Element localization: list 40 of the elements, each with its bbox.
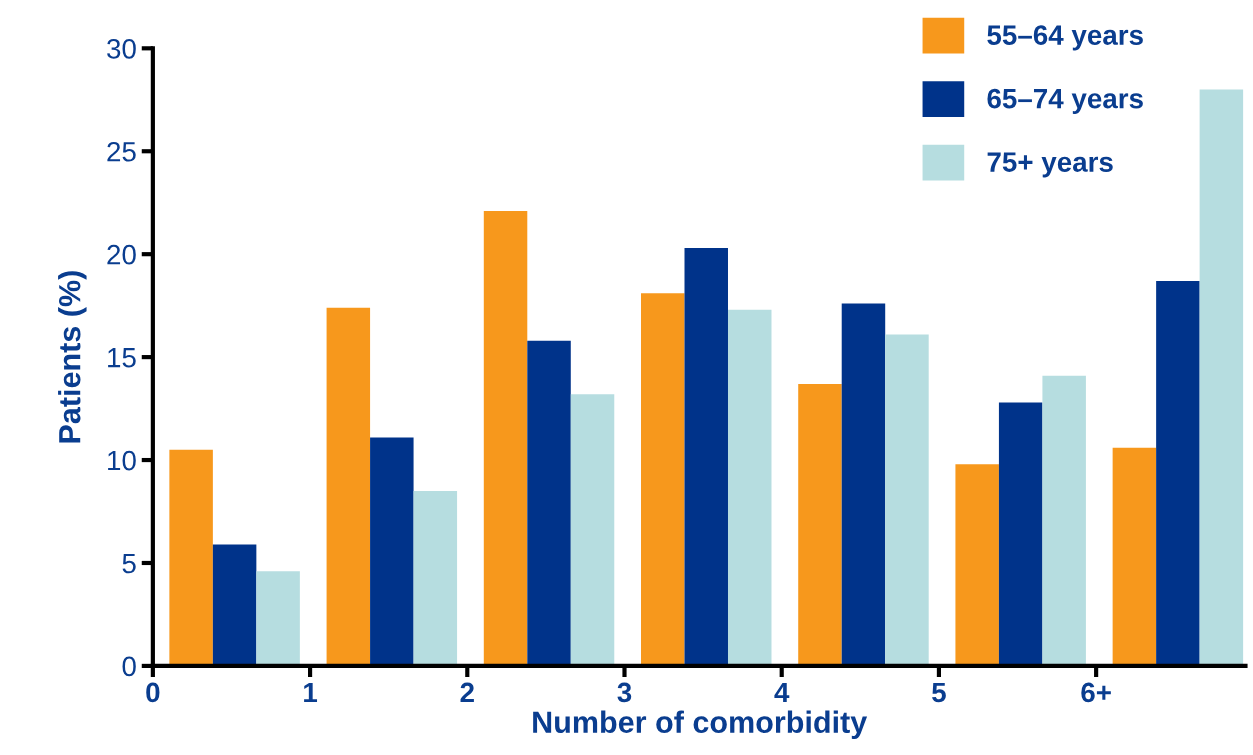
bar bbox=[955, 464, 999, 666]
y-axis-title: Patients (%) bbox=[58, 271, 87, 443]
bar bbox=[841, 303, 886, 666]
legend-label: 65–74 years bbox=[987, 88, 1143, 114]
legend-label: 55–64 years bbox=[987, 25, 1143, 51]
x-tick-label: 0 bbox=[146, 682, 160, 703]
bar bbox=[326, 307, 371, 666]
y-tick-label: 0 bbox=[122, 656, 136, 677]
bar bbox=[1042, 375, 1086, 666]
x-tick-label: 4 bbox=[774, 682, 790, 703]
y-tick-label: 5 bbox=[122, 553, 136, 574]
x-tick-label: 1 bbox=[304, 682, 318, 703]
bar bbox=[885, 334, 929, 666]
bar bbox=[728, 309, 772, 666]
bar bbox=[370, 437, 414, 666]
x-tick-label: 5 bbox=[932, 682, 946, 703]
bar bbox=[1112, 447, 1157, 666]
legend-label: 75+ years bbox=[987, 152, 1113, 178]
bar bbox=[684, 248, 728, 666]
bar bbox=[1156, 280, 1200, 666]
x-tick-label: 3 bbox=[617, 682, 632, 703]
y-tick-label: 30 bbox=[107, 38, 136, 59]
bar bbox=[413, 490, 458, 666]
y-tick-label: 25 bbox=[107, 141, 136, 162]
bar bbox=[1199, 89, 1244, 666]
x-tick-label: 2 bbox=[460, 682, 474, 703]
x-axis-title: Number of comorbidity bbox=[533, 710, 868, 740]
bar bbox=[212, 544, 257, 666]
bar bbox=[169, 449, 213, 666]
y-tick-label: 20 bbox=[107, 244, 136, 265]
y-tick-label: 10 bbox=[108, 450, 136, 471]
bar bbox=[798, 383, 842, 666]
bar bbox=[998, 402, 1043, 666]
bar bbox=[483, 210, 528, 666]
bar bbox=[641, 293, 685, 666]
bar bbox=[256, 571, 300, 666]
bar bbox=[570, 394, 615, 666]
bar bbox=[527, 340, 571, 666]
y-tick-label: 15 bbox=[108, 348, 136, 368]
x-tick-label: 6+ bbox=[1081, 682, 1111, 703]
